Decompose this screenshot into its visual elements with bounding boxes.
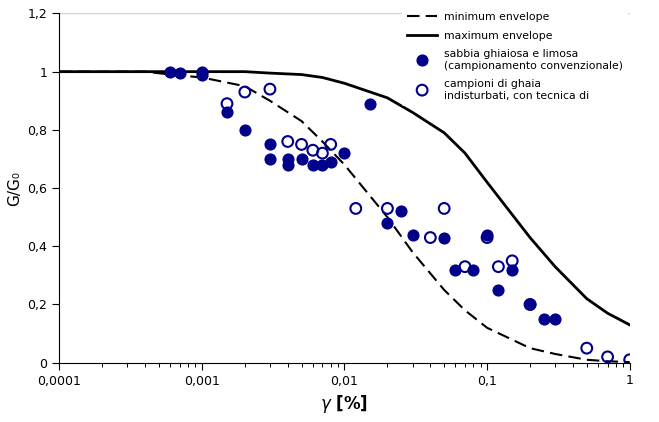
sabbia ghiaiosa e limosa
(campionamento convenzionale) <box>265 141 275 148</box>
minimum envelope <box>141 69 149 74</box>
campioni di ghaia
indisturbati, con tecnica di <box>240 89 250 95</box>
campioni di ghaia
indisturbati, con tecnica di <box>581 345 592 352</box>
minimum envelope <box>461 308 469 313</box>
maximum envelope <box>526 235 534 240</box>
maximum envelope <box>341 81 349 86</box>
minimum envelope <box>298 119 306 124</box>
sabbia ghiaiosa e limosa
(campionamento convenzionale) <box>317 161 328 168</box>
X-axis label: $\gamma$ [%]: $\gamma$ [%] <box>320 393 368 415</box>
sabbia ghiaiosa e limosa
(campionamento convenzionale) <box>407 231 418 238</box>
minimum envelope <box>409 249 416 254</box>
maximum envelope <box>604 311 612 316</box>
campioni di ghaia
indisturbati, con tecnica di <box>351 205 361 212</box>
maximum envelope <box>318 75 326 80</box>
sabbia ghiaiosa e limosa
(campionamento convenzionale) <box>450 266 461 273</box>
minimum envelope <box>55 69 63 74</box>
maximum envelope <box>384 95 391 100</box>
campioni di ghaia
indisturbati, con tecnica di <box>460 263 471 270</box>
campioni di ghaia
indisturbati, con tecnica di <box>493 263 503 270</box>
minimum envelope <box>266 98 274 103</box>
minimum envelope <box>551 352 559 357</box>
sabbia ghiaiosa e limosa
(campionamento convenzionale) <box>550 316 560 322</box>
minimum envelope <box>241 84 249 89</box>
minimum envelope <box>483 325 491 330</box>
maximum envelope <box>551 264 559 269</box>
maximum envelope <box>55 69 63 74</box>
minimum envelope <box>318 139 326 144</box>
campioni di ghaia
indisturbati, con tecnica di <box>297 141 307 148</box>
campioni di ghaia
indisturbati, con tecnica di <box>425 234 436 241</box>
maximum envelope <box>266 70 274 76</box>
sabbia ghiaiosa e limosa
(campionamento convenzionale) <box>175 70 185 76</box>
campioni di ghaia
indisturbati, con tecnica di <box>265 86 275 92</box>
sabbia ghiaiosa e limosa
(campionamento convenzionale) <box>165 68 175 75</box>
campioni di ghaia
indisturbati, con tecnica di <box>308 147 318 154</box>
maximum envelope <box>198 69 206 74</box>
sabbia ghiaiosa e limosa
(campionamento convenzionale) <box>538 316 549 322</box>
minimum envelope <box>98 69 106 74</box>
sabbia ghiaiosa e limosa
(campionamento convenzionale) <box>221 109 232 116</box>
sabbia ghiaiosa e limosa
(campionamento convenzionale) <box>493 287 503 293</box>
campioni di ghaia
indisturbati, con tecnica di <box>507 257 517 264</box>
sabbia ghiaiosa e limosa
(campionamento convenzionale) <box>439 234 449 241</box>
sabbia ghiaiosa e limosa
(campionamento convenzionale) <box>382 219 393 226</box>
sabbia ghiaiosa e limosa
(campionamento convenzionale) <box>283 156 293 162</box>
minimum envelope <box>166 72 174 77</box>
sabbia ghiaiosa e limosa
(campionamento convenzionale) <box>297 156 307 162</box>
minimum envelope <box>604 359 612 364</box>
maximum envelope <box>583 296 590 301</box>
campioni di ghaia
indisturbati, con tecnica di <box>283 138 293 145</box>
campioni di ghaia
indisturbati, con tecnica di <box>625 357 635 363</box>
sabbia ghiaiosa e limosa
(campionamento convenzionale) <box>507 266 517 273</box>
Line: minimum envelope: minimum envelope <box>59 72 630 362</box>
maximum envelope <box>409 110 416 115</box>
maximum envelope <box>141 69 149 74</box>
sabbia ghiaiosa e limosa
(campionamento convenzionale) <box>283 161 293 168</box>
sabbia ghiaiosa e limosa
(campionamento convenzionale) <box>326 159 336 165</box>
campioni di ghaia
indisturbati, con tecnica di <box>525 301 535 308</box>
minimum envelope <box>440 287 448 292</box>
Y-axis label: G/G₀: G/G₀ <box>7 170 22 206</box>
maximum envelope <box>440 130 448 135</box>
maximum envelope <box>298 72 306 77</box>
minimum envelope <box>583 357 590 362</box>
sabbia ghiaiosa e limosa
(campionamento convenzionale) <box>525 301 535 308</box>
minimum envelope <box>626 360 634 365</box>
minimum envelope <box>341 162 349 167</box>
sabbia ghiaiosa e limosa
(campionamento convenzionale) <box>308 161 318 168</box>
campioni di ghaia
indisturbati, con tecnica di <box>326 141 336 148</box>
sabbia ghiaiosa e limosa
(campionamento convenzionale) <box>396 208 407 215</box>
sabbia ghiaiosa e limosa
(campionamento convenzionale) <box>482 231 492 238</box>
sabbia ghiaiosa e limosa
(campionamento convenzionale) <box>339 150 350 157</box>
maximum envelope <box>241 69 249 74</box>
minimum envelope <box>526 346 534 351</box>
campioni di ghaia
indisturbati, con tecnica di <box>382 205 393 212</box>
sabbia ghiaiosa e limosa
(campionamento convenzionale) <box>364 100 375 107</box>
campioni di ghaia
indisturbati, con tecnica di <box>221 100 232 107</box>
campioni di ghaia
indisturbati, con tecnica di <box>482 234 492 241</box>
maximum envelope <box>98 69 106 74</box>
maximum envelope <box>461 151 469 156</box>
campioni di ghaia
indisturbati, con tecnica di <box>317 150 328 157</box>
sabbia ghiaiosa e limosa
(campionamento convenzionale) <box>468 266 478 273</box>
minimum envelope <box>198 75 206 80</box>
campioni di ghaia
indisturbati, con tecnica di <box>439 205 449 212</box>
Line: maximum envelope: maximum envelope <box>59 72 630 325</box>
sabbia ghiaiosa e limosa
(campionamento convenzionale) <box>196 71 207 78</box>
Legend: minimum envelope, maximum envelope, sabbia ghiaiosa e limosa
(campionamento conv: minimum envelope, maximum envelope, sabb… <box>401 6 628 106</box>
maximum envelope <box>626 322 634 327</box>
maximum envelope <box>483 180 491 185</box>
sabbia ghiaiosa e limosa
(campionamento convenzionale) <box>196 68 207 75</box>
minimum envelope <box>384 215 391 220</box>
maximum envelope <box>166 69 174 74</box>
sabbia ghiaiosa e limosa
(campionamento convenzionale) <box>265 156 275 162</box>
campioni di ghaia
indisturbati, con tecnica di <box>602 354 613 360</box>
sabbia ghiaiosa e limosa
(campionamento convenzionale) <box>240 127 250 133</box>
